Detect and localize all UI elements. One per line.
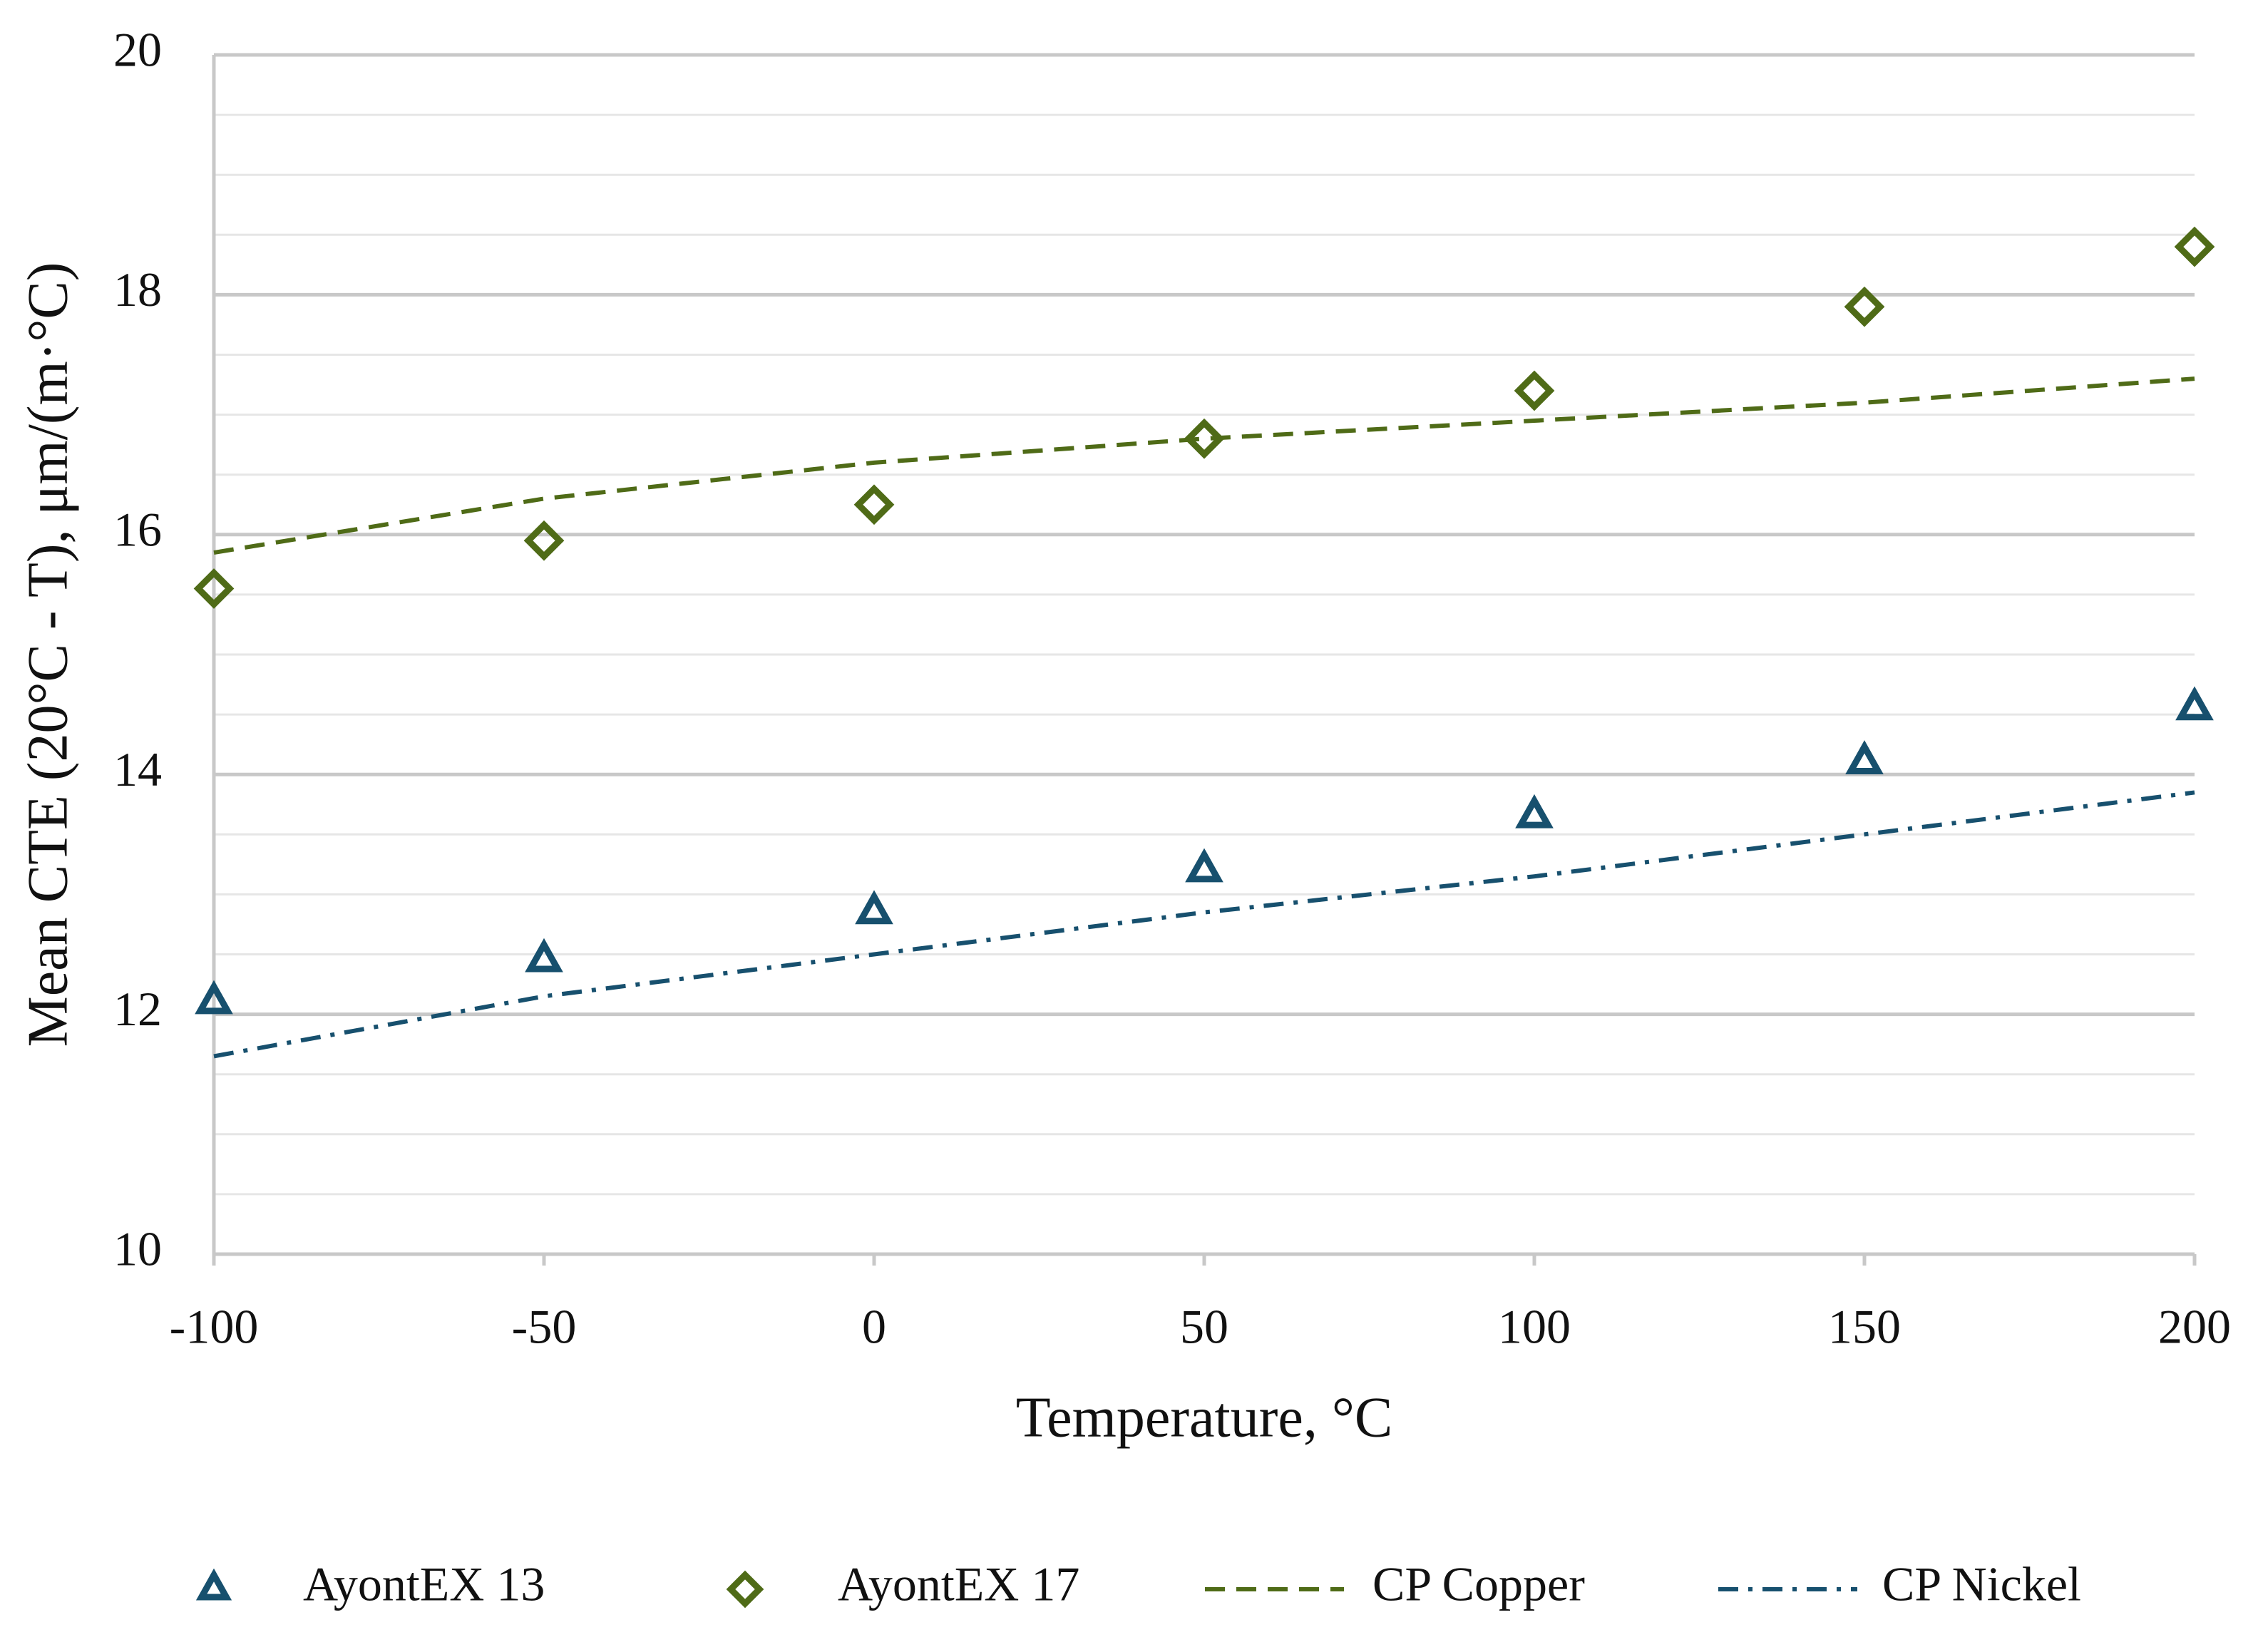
y-tick-label: 16 — [113, 502, 162, 556]
triangle-marker — [195, 980, 233, 1015]
x-tick-label: -100 — [170, 1300, 259, 1354]
x-tick-label: -50 — [512, 1300, 577, 1354]
triangle-marker — [2175, 686, 2214, 721]
triangle-marker — [195, 1568, 232, 1601]
triangle-marker — [1515, 794, 1554, 828]
legend-label: AyontEX 17 — [838, 1557, 1079, 1611]
legend-label: CP Copper — [1372, 1557, 1585, 1611]
trend-line — [213, 376, 2195, 555]
legend-label: CP Nickel — [1882, 1557, 2081, 1611]
trend-line — [213, 790, 2195, 1059]
x-tick-label: 150 — [1828, 1300, 1901, 1354]
y-tick-label: 18 — [113, 262, 162, 317]
triangle-marker — [1185, 848, 1223, 883]
x-tick-label: 0 — [862, 1300, 886, 1354]
diamond-marker — [1514, 370, 1555, 411]
y-tick-label: 12 — [113, 982, 162, 1036]
triangle-marker — [855, 890, 893, 925]
y-axis-title: Mean CTE (20°C - T), μm/(m·°C) — [16, 262, 79, 1047]
triangle-marker — [525, 938, 563, 973]
y-tick-label: 14 — [113, 742, 162, 796]
y-tick-label: 20 — [113, 23, 162, 77]
x-tick-label: 50 — [1180, 1300, 1228, 1354]
triangle-marker — [1845, 740, 1884, 774]
y-tick-label: 10 — [113, 1222, 162, 1276]
diamond-marker — [193, 568, 235, 609]
x-axis-title: Temperature, °C — [1016, 1386, 1392, 1449]
diamond-marker — [853, 484, 895, 525]
legend-label: AyontEX 13 — [303, 1557, 545, 1611]
diamond-marker — [523, 520, 565, 561]
diamond-marker — [1184, 418, 1225, 459]
x-tick-label: 200 — [2158, 1300, 2231, 1354]
diamond-marker — [726, 1570, 764, 1609]
x-tick-label: 100 — [1498, 1300, 1571, 1354]
diamond-marker — [2174, 226, 2215, 267]
diamond-marker — [1844, 286, 1885, 327]
